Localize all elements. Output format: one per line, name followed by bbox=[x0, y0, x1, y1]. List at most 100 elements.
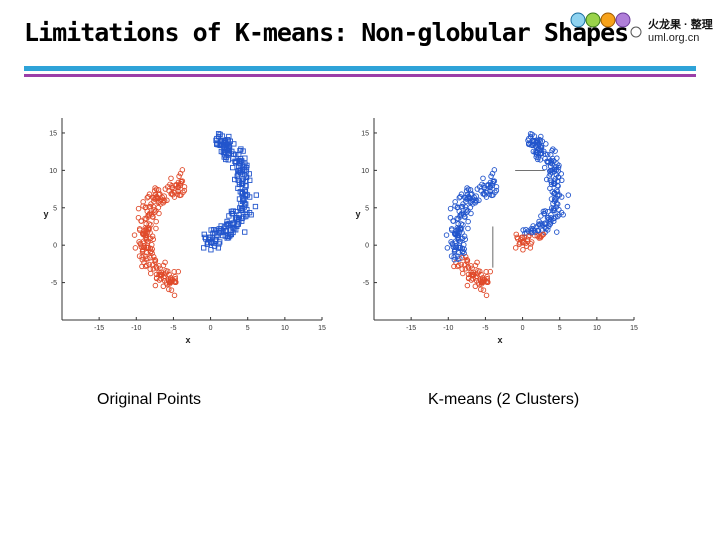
y-tick-label: 10 bbox=[49, 168, 57, 175]
data-point bbox=[541, 148, 547, 155]
title-rule-blue bbox=[24, 66, 696, 71]
data-point bbox=[451, 256, 458, 263]
data-point bbox=[143, 232, 150, 239]
data-point bbox=[168, 287, 175, 293]
data-point bbox=[209, 239, 215, 245]
data-point bbox=[230, 164, 236, 171]
data-point bbox=[547, 185, 553, 192]
data-point bbox=[232, 151, 239, 158]
data-point bbox=[534, 227, 541, 234]
data-point bbox=[488, 173, 494, 180]
data-point bbox=[224, 137, 231, 143]
data-point bbox=[447, 205, 454, 212]
data-point bbox=[177, 170, 184, 177]
data-point bbox=[460, 201, 466, 207]
y-tick-label: -5 bbox=[51, 280, 57, 287]
data-point bbox=[462, 236, 468, 243]
data-point bbox=[537, 138, 544, 144]
x-tick-label: -10 bbox=[131, 325, 141, 332]
data-point bbox=[452, 199, 458, 205]
x-tick-label: 5 bbox=[558, 325, 562, 332]
data-point bbox=[217, 229, 223, 236]
data-point bbox=[487, 268, 494, 275]
data-point bbox=[536, 218, 542, 225]
data-point bbox=[243, 201, 249, 207]
data-point bbox=[475, 270, 481, 276]
data-point bbox=[238, 146, 244, 152]
data-point bbox=[465, 225, 471, 232]
data-point bbox=[171, 292, 178, 299]
data-point bbox=[454, 204, 461, 211]
data-point bbox=[157, 271, 164, 277]
data-point bbox=[537, 233, 543, 240]
data-point bbox=[242, 155, 248, 161]
data-point bbox=[162, 259, 168, 266]
data-point bbox=[171, 194, 178, 200]
data-point bbox=[201, 231, 207, 237]
scatter-chart-kmeans: -15 -10 -5 0 5 10 15 15 10 5 0 -5 x y bbox=[355, 118, 638, 345]
x-tick-label: 15 bbox=[630, 325, 638, 332]
scatter-chart-original: -15 -10 -5 0 5 10 15 15 10 5 0 -5 x y bbox=[43, 118, 326, 345]
data-point bbox=[176, 182, 182, 188]
data-point bbox=[152, 259, 158, 265]
data-point bbox=[247, 177, 253, 183]
data-point bbox=[140, 199, 146, 205]
data-point bbox=[153, 275, 160, 281]
data-point bbox=[449, 241, 456, 248]
data-point bbox=[148, 270, 154, 277]
data-point bbox=[535, 154, 541, 161]
data-point bbox=[443, 232, 450, 238]
data-point bbox=[475, 267, 481, 274]
data-point bbox=[467, 187, 474, 193]
data-point bbox=[480, 175, 486, 182]
data-point bbox=[525, 234, 532, 240]
data-point bbox=[221, 224, 228, 230]
data-point bbox=[473, 193, 479, 199]
data-point bbox=[541, 211, 548, 217]
data-point bbox=[151, 207, 157, 213]
data-point bbox=[554, 201, 561, 207]
data-point bbox=[218, 223, 224, 229]
data-point bbox=[135, 205, 142, 212]
data-point bbox=[150, 236, 156, 243]
data-point bbox=[238, 167, 244, 173]
data-point bbox=[234, 173, 240, 179]
data-point bbox=[452, 231, 458, 238]
data-point bbox=[450, 218, 456, 224]
data-point bbox=[175, 268, 182, 275]
data-point bbox=[554, 155, 560, 161]
logo-url: uml.org.cn bbox=[648, 32, 700, 44]
data-point bbox=[481, 182, 487, 189]
data-point bbox=[234, 223, 240, 229]
data-point bbox=[483, 194, 490, 200]
data-point bbox=[465, 275, 472, 281]
data-point bbox=[180, 189, 186, 196]
data-point bbox=[549, 167, 556, 173]
data-point bbox=[554, 161, 560, 167]
data-point bbox=[153, 265, 160, 271]
data-point bbox=[147, 266, 153, 272]
data-point bbox=[476, 197, 482, 204]
data-point bbox=[175, 184, 182, 190]
data-point bbox=[542, 208, 548, 214]
data-point bbox=[239, 207, 246, 214]
plot-original-points: -15 -10 -5 0 5 10 15 15 10 5 0 -5 x y bbox=[36, 104, 326, 352]
data-point bbox=[178, 178, 185, 185]
data-point bbox=[160, 262, 167, 269]
data-point bbox=[161, 275, 167, 281]
data-point bbox=[533, 143, 539, 149]
data-point bbox=[461, 250, 467, 256]
x-tick-label: 15 bbox=[318, 325, 326, 332]
data-point bbox=[151, 188, 158, 194]
data-point bbox=[530, 223, 536, 229]
data-point bbox=[173, 279, 179, 286]
y-tick-label: 10 bbox=[361, 168, 369, 175]
data-point bbox=[169, 279, 175, 285]
data-point bbox=[152, 209, 158, 215]
data-point bbox=[521, 239, 527, 245]
x-tick-label: 10 bbox=[593, 325, 601, 332]
data-point bbox=[548, 215, 554, 221]
data-point bbox=[483, 268, 489, 275]
logo-circles-icon bbox=[570, 12, 642, 38]
data-point bbox=[551, 180, 557, 187]
